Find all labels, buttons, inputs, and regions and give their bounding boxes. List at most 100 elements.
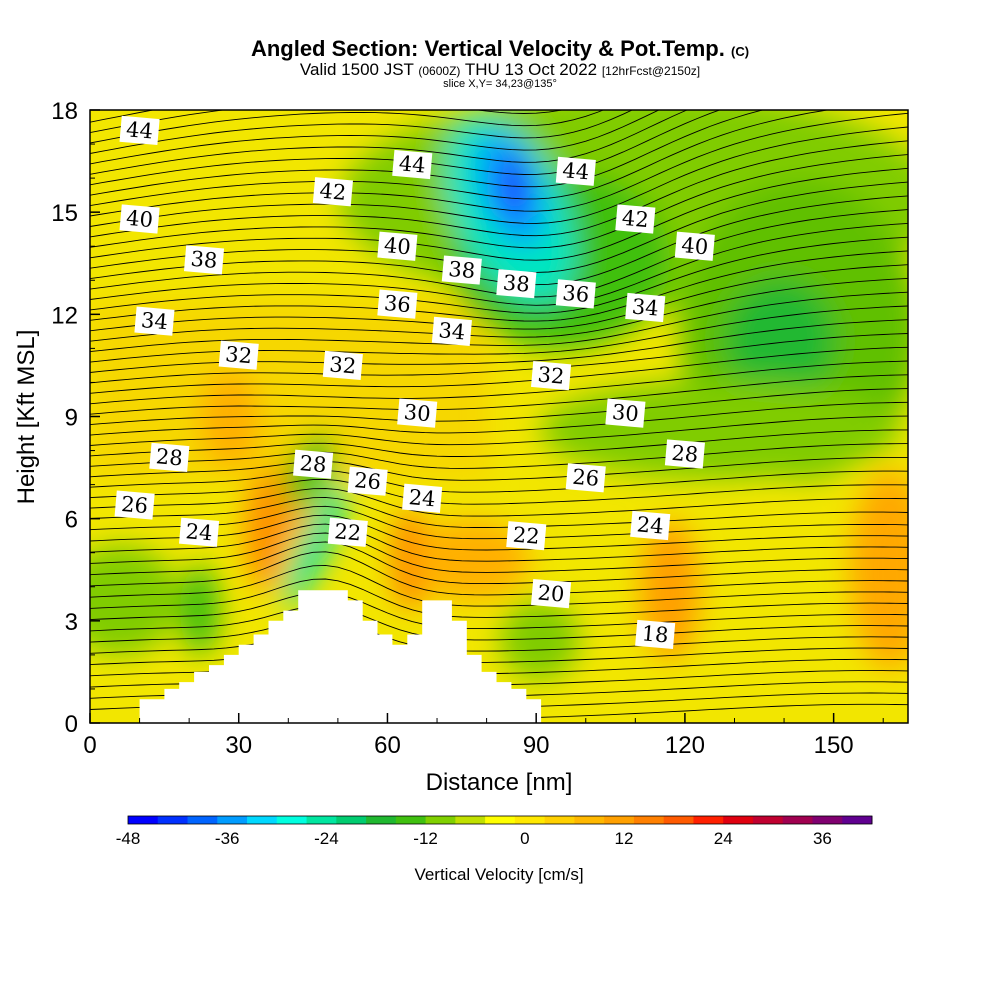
theta-label-text: 44: [125, 117, 154, 143]
x-tick-label: 60: [374, 732, 401, 759]
theta-label-text: 20: [537, 580, 566, 606]
theta-label-text: 44: [398, 151, 427, 177]
y-tick-label: 15: [51, 200, 78, 227]
y-axis-label: Height [Kft MSL]: [13, 330, 40, 505]
theta-label: 34: [625, 292, 666, 323]
theta-contour-line: [90, 401, 908, 436]
colorbar-tick-label: 0: [520, 829, 529, 848]
theta-contour-line: [90, 110, 660, 165]
theta-label-text: 32: [537, 363, 566, 389]
theta-label-box: [392, 149, 433, 180]
theta-contour-line: [90, 429, 908, 457]
theta-contour-line: [90, 277, 908, 342]
theta-label-text: 32: [328, 352, 357, 378]
theta-contour-line: [90, 110, 605, 144]
theta-label-text: 28: [299, 451, 328, 477]
theta-contour-line: [90, 619, 908, 652]
colorbar-segment: [485, 816, 516, 824]
theta-label-text: 38: [502, 271, 531, 297]
colorbar-segment: [306, 816, 337, 824]
theta-label-box: [555, 156, 596, 186]
theta-label-box: [377, 231, 418, 261]
theta-contour-line: [90, 443, 908, 469]
theta-contour-line: [90, 456, 908, 481]
theta-label: 22: [506, 521, 547, 551]
theta-label-box: [605, 398, 646, 428]
theta-contour-line: [90, 488, 908, 517]
theta-label: 22: [327, 517, 368, 547]
theta-contour-line: [90, 551, 908, 596]
vv-blob: [90, 545, 180, 655]
colorbar-segment: [723, 816, 754, 824]
theta-label-text: 38: [447, 257, 476, 283]
theta-label: 40: [674, 231, 715, 261]
theta-contour-line: [90, 140, 908, 238]
theta-label-box: [119, 115, 160, 146]
colorbar-segment: [663, 816, 694, 824]
chart-title: Angled Section: Vertical Velocity & Pot.…: [0, 36, 1000, 62]
theta-label-text: 24: [636, 512, 665, 538]
theta-label-text: 34: [438, 318, 467, 344]
theta-label-box: [530, 578, 572, 609]
theta-contour-line: [90, 222, 908, 306]
theta-contour-line: [90, 236, 908, 314]
theta-label-box: [149, 442, 190, 472]
theta-contour-line: [90, 264, 908, 332]
theta-label: 44: [555, 156, 596, 186]
theta-label-box: [327, 517, 368, 547]
y-tick-label: 9: [65, 405, 78, 432]
theta-contour-line: [90, 167, 908, 261]
theta-label: 38: [441, 255, 482, 285]
colorbar-segment: [366, 816, 397, 824]
vv-blob: [725, 280, 835, 400]
theta-label: 24: [630, 510, 671, 541]
theta-label: 18: [635, 619, 676, 650]
theta-label-box: [119, 204, 160, 234]
theta-contour-line: [90, 632, 908, 663]
x-tick-label: 120: [665, 732, 705, 759]
theta-contour-line: [90, 110, 156, 123]
theta-contour-line: [90, 388, 908, 426]
terrain-mask: [139, 590, 542, 723]
colorbar-segment: [633, 816, 665, 824]
valid-time: Valid 1500 JST: [299, 60, 414, 79]
theta-label-text: 40: [383, 233, 412, 259]
colorbar-segment: [336, 816, 367, 824]
theta-contour-line: [90, 605, 908, 641]
copyright-mark: (C): [731, 44, 750, 59]
theta-label-text: 34: [140, 308, 169, 334]
colorbar-segment: [782, 816, 813, 824]
valid-date: THU 13 Oct 2022: [464, 60, 598, 79]
theta-labels: 44 44 44 42 42 40 40 40 38 38 38 36 36 34 34 34 32 32 32 30…: [114, 115, 715, 650]
colorbar-segment: [157, 816, 189, 824]
theta-label: 42: [312, 177, 353, 207]
theta-label: 36: [555, 279, 596, 309]
theta-contour-line: [90, 126, 908, 227]
theta-label-text: 34: [631, 294, 660, 320]
theta-contour-line: [90, 110, 830, 207]
theta-label-box: [312, 177, 353, 207]
theta-contour-line: [90, 578, 908, 618]
theta-label-box: [496, 269, 537, 299]
x-axis-label: Distance [nm]: [426, 769, 573, 796]
theta-label-text: 22: [512, 523, 541, 549]
colorbar-segment: [425, 816, 456, 824]
y-tick-label: 0: [65, 711, 78, 738]
colorbar-segment: [842, 816, 873, 824]
slice-info: slice X,Y= 34,23@135°: [443, 78, 557, 90]
colorbar-segment: [395, 816, 427, 824]
theta-label: 34: [134, 306, 175, 336]
colorbar-segment: [544, 816, 575, 824]
theta-label-box: [625, 292, 666, 323]
theta-contour-line: [90, 532, 908, 573]
theta-label-text: 42: [319, 179, 348, 205]
theta-label: 30: [605, 398, 646, 428]
y-tick-label: 18: [51, 98, 78, 125]
theta-label-box: [114, 490, 155, 520]
theta-contour-line: [90, 154, 908, 249]
colorbar-tick-label: 12: [615, 829, 634, 848]
colorbar-tick-label: -48: [116, 829, 141, 848]
y-tick-label: 6: [65, 507, 78, 534]
colorbar-segment: [812, 816, 843, 824]
theta-label-text: 42: [621, 206, 650, 232]
